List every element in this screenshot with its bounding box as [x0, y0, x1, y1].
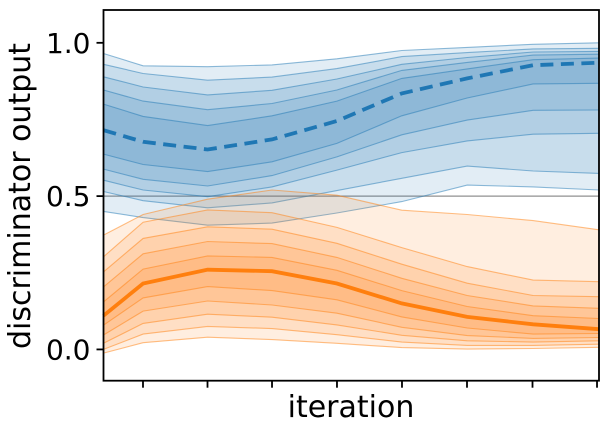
orange-quantile-edge-q90 — [103, 209, 600, 283]
orange-quantile-edge-q70 — [103, 240, 600, 309]
blue-quantile-edge-q40 — [103, 82, 600, 173]
y-tick-label: 1.0 — [46, 27, 91, 60]
orange-band-q40-q60 — [103, 255, 599, 335]
y-axis-label: discriminator output — [3, 42, 38, 350]
orange-band-q30-q70 — [103, 241, 599, 339]
blue-median-line — [102, 60, 600, 152]
orange-quantile-edge-q80 — [103, 226, 600, 298]
blue-quantile-edge-q90 — [103, 47, 600, 81]
blue-band-q20-q80 — [103, 51, 599, 197]
blue-band-q05-q95 — [103, 42, 599, 226]
orange-quantile-edge-q30 — [103, 300, 600, 339]
orange-median-line — [102, 267, 600, 332]
orange-quantile-edge-q60 — [103, 255, 600, 320]
blue-quantile-edge-q95 — [103, 42, 600, 68]
blue-band-q10-q90 — [103, 48, 599, 208]
orange-quantile-edge-q10 — [103, 325, 600, 350]
blue-band-q30-q70 — [103, 54, 599, 187]
orange-band-q10-q90 — [103, 209, 599, 350]
blue-quantile-edge-q30 — [103, 109, 600, 187]
blue-quantile-edge-q05 — [103, 184, 600, 226]
orange-band-q05-q95 — [103, 190, 599, 354]
blue-quantile-edge-q20 — [103, 132, 600, 198]
blue-quantile-edge-q10 — [103, 165, 600, 209]
y-tick-label: 0.0 — [46, 333, 91, 366]
y-tick-label: 0.5 — [46, 180, 91, 213]
orange-quantile-edge-q40 — [103, 286, 600, 335]
blue-quantile-edge-q80 — [103, 50, 600, 96]
x-axis-label: iteration — [287, 390, 415, 425]
orange-quantile-edge-q05 — [103, 336, 600, 354]
orange-quantile-edge-q20 — [103, 313, 600, 344]
blue-quantile-edge-q70 — [103, 53, 600, 111]
blue-quantile-edge-q60 — [103, 57, 600, 127]
orange-quantile-edge-q95 — [103, 189, 600, 236]
